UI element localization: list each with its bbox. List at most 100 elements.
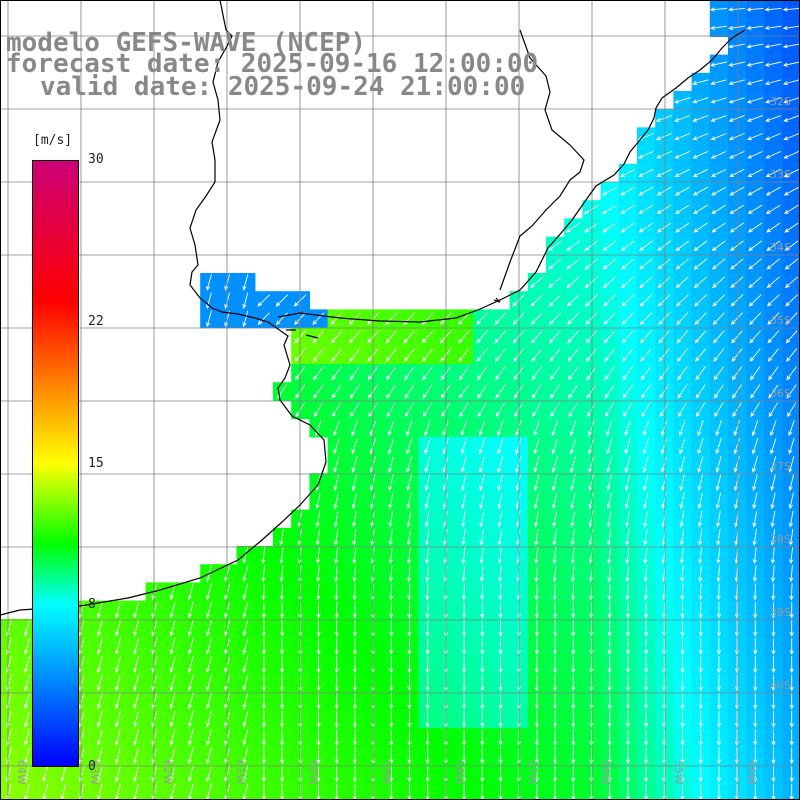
- wind-arrow: [764, 97, 782, 104]
- wind-arrow: [771, 729, 776, 747]
- wind-arrow: [571, 638, 576, 656]
- wind-arrow: [479, 528, 484, 546]
- wind-arrow: [770, 528, 776, 546]
- wind-arrow: [603, 330, 616, 344]
- wind-arrow: [461, 565, 466, 583]
- wind-arrow: [784, 276, 798, 289]
- wind-arrow: [712, 276, 726, 289]
- wind-arrow: [711, 204, 726, 215]
- wind-arrow: [694, 312, 707, 326]
- wind-arrow: [691, 79, 709, 86]
- wind-arrow: [552, 547, 557, 565]
- wind-arrow: [206, 310, 212, 328]
- wind-arrow: [695, 384, 706, 399]
- wind-arrow: [242, 674, 249, 692]
- wind-arrow: [570, 547, 575, 565]
- wind-arrow: [534, 565, 539, 583]
- wind-arrow: [279, 710, 285, 728]
- wind-arrow: [770, 474, 776, 492]
- wind-arrow: [766, 258, 780, 270]
- wind-arrow: [624, 456, 631, 473]
- wind-arrow: [352, 765, 358, 783]
- wind-arrow: [639, 276, 653, 289]
- wind-arrow: [460, 456, 467, 473]
- wind-arrow: [770, 492, 776, 510]
- wind-arrow: [589, 692, 594, 710]
- wind-arrow: [461, 765, 467, 783]
- wind-arrow: [716, 729, 722, 747]
- wind-arrow: [552, 765, 558, 783]
- wind-arrow: [766, 222, 781, 233]
- wind-arrow: [680, 729, 685, 747]
- wind-arrow: [789, 601, 794, 619]
- wind-arrow: [352, 747, 358, 765]
- wind-arrow: [771, 638, 776, 656]
- wind-arrow: [589, 601, 594, 619]
- wind-arrow: [753, 674, 758, 692]
- wind-arrow: [746, 61, 764, 67]
- wind-arrow: [766, 294, 780, 307]
- wind-arrow: [261, 547, 266, 565]
- wind-arrow: [746, 115, 763, 122]
- wind-arrow: [571, 710, 576, 728]
- wind-arrow: [479, 492, 485, 510]
- wind-arrow: [675, 276, 689, 289]
- wind-arrow: [261, 619, 267, 637]
- wind-arrow: [532, 402, 542, 418]
- wind-arrow: [549, 366, 561, 381]
- wind-arrow: [115, 674, 121, 692]
- wind-arrow: [656, 150, 672, 159]
- wind-arrow: [498, 674, 503, 692]
- wind-arrow: [607, 656, 612, 674]
- wind-arrow: [530, 312, 543, 326]
- latitude-label: 39S: [770, 606, 791, 619]
- wind-arrow: [424, 492, 430, 510]
- wind-arrow: [788, 510, 794, 528]
- wind-arrow: [351, 438, 358, 455]
- wind-arrow: [789, 765, 794, 783]
- wind-arrow: [677, 366, 688, 381]
- wind-arrow: [749, 330, 761, 344]
- wind-arrow: [698, 692, 703, 710]
- wind-arrow: [695, 348, 707, 362]
- wind-arrow: [588, 474, 594, 492]
- wind-arrow: [480, 710, 485, 728]
- wind-arrow: [698, 619, 703, 637]
- wind-arrow: [389, 674, 394, 692]
- wind-arrow: [711, 222, 726, 233]
- wind-arrow: [352, 656, 358, 674]
- wind-arrow: [765, 168, 781, 177]
- wind-arrow: [620, 204, 635, 215]
- wind-arrow: [746, 133, 763, 141]
- wind-arrow: [425, 692, 430, 710]
- wind-arrow: [242, 565, 249, 583]
- wind-arrow: [789, 638, 794, 656]
- wind-arrow: [388, 528, 393, 546]
- wind-arrow: [461, 510, 466, 528]
- wind-arrow: [480, 765, 485, 783]
- wind-arrow: [712, 330, 725, 344]
- wind-arrow: [424, 474, 431, 492]
- wind-arrow: [316, 747, 321, 765]
- wind-arrow: [746, 25, 764, 31]
- wind-arrow: [570, 528, 575, 546]
- wind-arrow: [585, 312, 598, 326]
- wind-arrow: [786, 348, 798, 362]
- wind-arrow: [330, 312, 343, 326]
- wind-arrow: [169, 583, 176, 601]
- wind-arrow: [693, 258, 708, 270]
- wind-arrow: [641, 384, 651, 399]
- wind-arrow: [480, 619, 485, 637]
- wind-arrow: [187, 601, 194, 619]
- wind-arrow: [385, 366, 397, 381]
- wind-arrow: [334, 619, 339, 637]
- wind-arrow: [788, 456, 795, 473]
- wind-arrow: [480, 747, 485, 765]
- wind-arrow: [534, 765, 540, 783]
- wind-arrow: [187, 638, 194, 655]
- wind-arrow: [405, 419, 413, 437]
- wind-arrow: [242, 765, 249, 783]
- wind-arrow: [261, 729, 267, 747]
- wind-arrow: [187, 692, 194, 710]
- wind-arrow: [679, 492, 685, 510]
